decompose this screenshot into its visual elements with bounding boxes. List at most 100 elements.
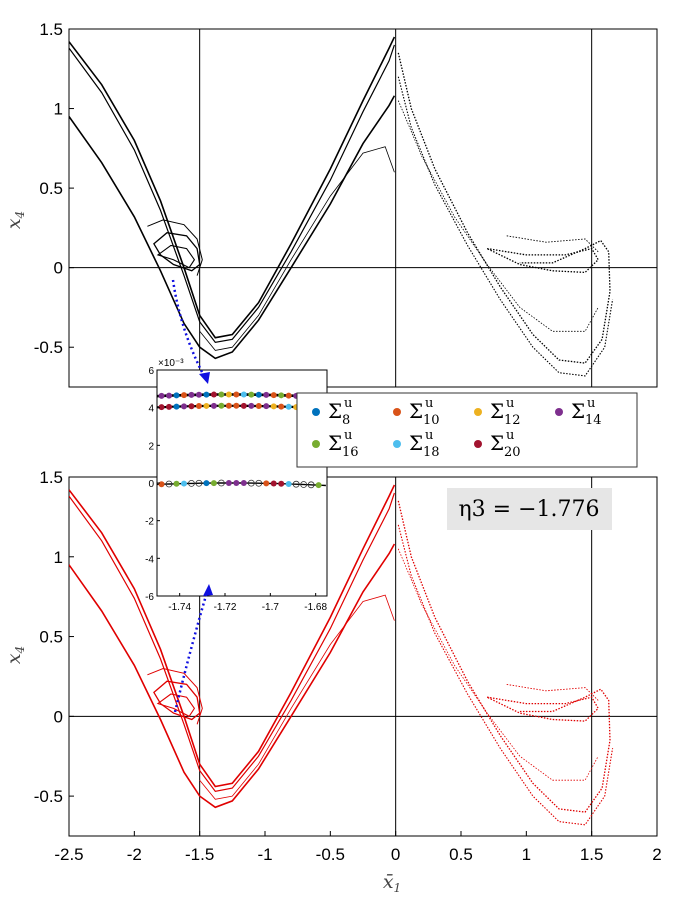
inset-y-tick-label-0: 6 [148, 366, 154, 377]
inset-point [255, 403, 262, 410]
inset-point [225, 480, 232, 487]
inset-exponent: ×10⁻³ [158, 358, 184, 369]
attractor-strand-4 [153, 232, 201, 272]
top-attractor [69, 36, 614, 377]
legend-sub-0: 8 [342, 413, 350, 428]
inset-open-point [165, 480, 173, 488]
legend-marker-4 [312, 440, 320, 448]
inset-point [195, 403, 202, 410]
inset-point [188, 403, 195, 410]
x-tick-label-4: -0.5 [316, 845, 345, 864]
legend-sub-2: 12 [504, 413, 521, 428]
inset-open-point [217, 479, 225, 487]
inset-y-tick-label-5: -4 [145, 554, 154, 565]
inset-point [210, 391, 217, 398]
inset-point [210, 480, 217, 487]
top-reference-lines [69, 29, 657, 387]
bottom-y-ticks: 1.5 1 0.5 0 -0.5 [34, 468, 74, 806]
legend-label-1: Σ [409, 399, 423, 423]
attractor-strand-3 [199, 594, 395, 800]
inset-point [315, 482, 322, 489]
inset-point [270, 392, 277, 399]
inset-x-tick-label-1: -1.72 [214, 602, 237, 613]
attractor-strand-3 [199, 146, 395, 351]
attractor-strand-7 [397, 52, 611, 364]
attractor-strand-0 [69, 484, 396, 788]
legend-label-5: Σ [409, 431, 423, 455]
inset-y-tick-label-4: -2 [145, 517, 154, 528]
inset-x-tick-label-0: -1.74 [168, 602, 191, 613]
inset-point [240, 391, 247, 398]
inset-point [218, 391, 225, 398]
zoom-arrow-bottom-head [203, 584, 213, 596]
y-tick-label-2: 0.5 [39, 179, 63, 198]
inset-point [195, 391, 202, 398]
eta-annotation: η3 = −1.776 [458, 497, 599, 522]
inset-point [285, 403, 292, 410]
legend-sup-1: u [425, 396, 433, 411]
inset-point [255, 391, 262, 398]
legend-marker-5 [393, 440, 401, 448]
inset-point [233, 480, 240, 487]
x-tick-label-9: 2 [652, 845, 661, 864]
legend-sub-3: 14 [585, 413, 602, 428]
inset-point [278, 403, 285, 410]
y-tick-label-1: 1 [54, 548, 63, 567]
y-tick-label-0: 1.5 [39, 468, 63, 487]
inset-point [233, 391, 240, 398]
x-tick-label-8: 1.5 [580, 845, 604, 864]
bottom-x-axis-label: x̄1 [383, 871, 401, 895]
inset-x-tick-label-2: -1.7 [262, 602, 280, 613]
inset-open-point [307, 481, 315, 489]
legend-label-6: Σ [490, 431, 504, 455]
inset-y-tick-label-2: 2 [148, 441, 154, 452]
inset-point [203, 391, 210, 398]
zoom-arrow-top [171, 279, 207, 379]
x-tick-label-7: 1 [522, 845, 531, 864]
x-tick-label-0: -2.5 [54, 845, 83, 864]
inset-x-ticks: -1.74 -1.72 -1.7 -1.68 [168, 593, 327, 613]
attractor-strand-9 [397, 548, 599, 781]
zoom-arrow-top-head [199, 372, 210, 384]
inset-y-tick-label-1: 4 [148, 404, 154, 415]
inset-point [173, 480, 180, 487]
inset-point [285, 480, 292, 487]
legend-sub-1: 10 [423, 413, 440, 428]
inset-open-point [247, 479, 255, 487]
y-tick-label-0: 1.5 [39, 20, 63, 39]
inset-x-tick-label-3: -1.68 [304, 602, 327, 613]
inset-point [180, 392, 187, 399]
inset-open-point [188, 479, 195, 487]
y-tick-label-3: 0 [54, 259, 63, 278]
legend-sub-5: 18 [423, 445, 440, 460]
legend-sub-4: 16 [342, 445, 359, 460]
attractor-strand-8 [397, 524, 614, 826]
legend-sup-5: u [425, 428, 433, 443]
zoom-arrow-bottom [173, 591, 209, 713]
zoom-arrows [171, 279, 213, 713]
inset-point [278, 480, 285, 487]
inset-point [158, 481, 165, 488]
inset-point [233, 402, 240, 409]
legend-sup-2: u [506, 396, 514, 411]
inset-point [270, 403, 277, 410]
top-plot-area [68, 28, 658, 388]
attractor-strand-6 [147, 667, 203, 725]
inset-y-ticks: 6 4 2 0 -2 -4 -6 [145, 366, 160, 603]
inset-point [210, 402, 217, 409]
inset-open-point [195, 479, 203, 487]
legend-marker-1 [393, 408, 401, 416]
inset-point [203, 402, 210, 409]
attractor-strand-4 [153, 680, 201, 721]
x-tick-label-1: -2 [127, 845, 142, 864]
top-y-axis-label: x4 [3, 211, 27, 229]
legend-sup-4: u [344, 428, 352, 443]
inset-point [166, 392, 173, 399]
inset-point [240, 402, 247, 409]
inset-point [158, 404, 165, 411]
inset-point [225, 402, 232, 409]
bottom-attractor [69, 484, 614, 826]
legend-sub-6: 20 [504, 445, 521, 460]
inset-point [263, 391, 270, 398]
